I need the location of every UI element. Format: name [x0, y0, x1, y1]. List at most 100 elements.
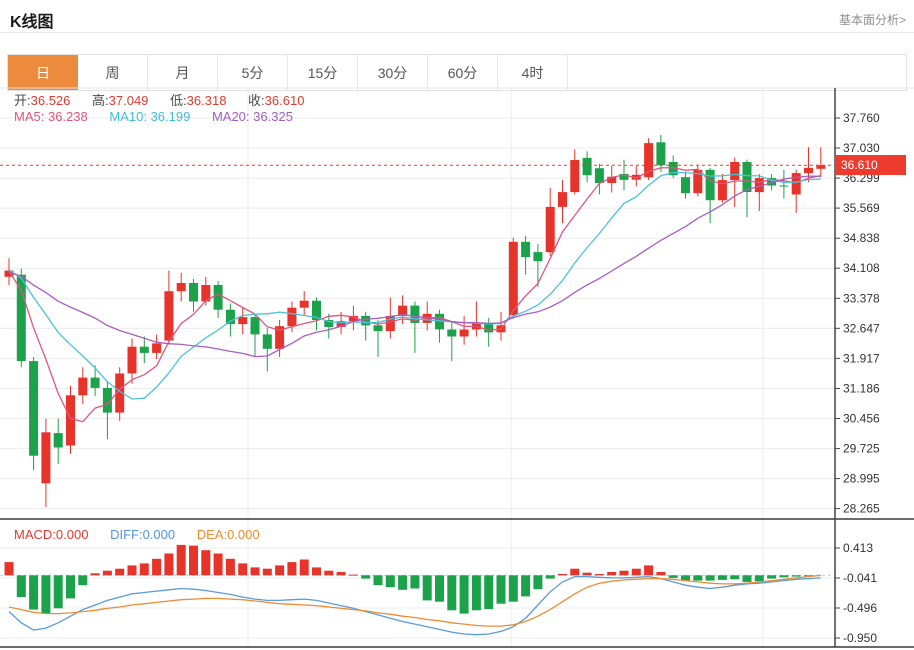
candle-body	[656, 142, 666, 166]
candle-body	[29, 361, 39, 456]
candle-body	[336, 321, 346, 327]
candle-body	[66, 395, 75, 446]
macd-bar	[164, 553, 174, 576]
macd-bar	[570, 568, 580, 576]
candle-body	[533, 252, 543, 262]
svg-text:-0.496: -0.496	[843, 601, 877, 615]
macd-bar	[804, 575, 813, 577]
high-value: 37.049	[108, 93, 149, 108]
macd-bar	[508, 575, 518, 602]
candle-body	[164, 291, 174, 341]
fundamental-analysis-link[interactable]: 基本面分析>	[838, 13, 906, 27]
macd-bar	[459, 575, 469, 614]
macd-bar	[250, 567, 260, 576]
dea-value: 0.000	[227, 527, 260, 542]
tab-week[interactable]: 周	[78, 55, 148, 90]
ohlc-legend: 开:36.526 高:37.049 低:36.318 收:36.610	[14, 90, 322, 109]
svg-text:31.917: 31.917	[843, 351, 880, 365]
candle-body	[324, 320, 334, 327]
candle-body	[189, 283, 198, 302]
macd-bar	[53, 575, 63, 609]
macd-histogram	[4, 544, 813, 614]
svg-text:34.838: 34.838	[843, 231, 880, 245]
candle-body	[225, 309, 235, 325]
candle-body	[484, 322, 494, 333]
svg-text:31.186: 31.186	[843, 382, 880, 396]
svg-text:-0.950: -0.950	[843, 631, 877, 645]
candle-body	[373, 325, 383, 332]
diff-value: 0.000	[142, 527, 176, 542]
candle-body	[53, 433, 63, 448]
candle-body	[582, 157, 592, 176]
tab-60min[interactable]: 60分	[428, 55, 498, 90]
candle-body	[816, 165, 826, 169]
macd-bar	[373, 575, 383, 586]
tab-4hour[interactable]: 4时	[498, 55, 568, 90]
high-label: 高:	[92, 93, 109, 108]
candle-body	[705, 169, 715, 201]
macd-bar	[693, 575, 703, 581]
tab-15min[interactable]: 15分	[288, 55, 358, 90]
candle-body	[619, 174, 629, 180]
svg-text:30.456: 30.456	[843, 412, 880, 426]
candle-body	[804, 167, 813, 174]
candle-body	[78, 377, 88, 396]
macd-bar	[717, 575, 727, 580]
candle-body	[176, 283, 186, 292]
macd-bar	[398, 575, 408, 590]
macd-bar	[558, 574, 567, 576]
svg-text:29.725: 29.725	[843, 442, 880, 456]
macd-bar	[29, 575, 39, 610]
macd-bar	[262, 568, 272, 576]
macd-bar	[16, 575, 26, 598]
candle-body	[115, 373, 125, 413]
macd-bar	[681, 575, 690, 581]
macd-bar	[238, 563, 248, 576]
close-value: 36.610	[264, 93, 305, 108]
ma10-line	[8, 171, 821, 400]
candle-body	[238, 317, 248, 325]
candle-body	[361, 315, 371, 326]
macd-bar	[435, 575, 444, 602]
svg-text:37.760: 37.760	[843, 111, 880, 125]
tab-5min[interactable]: 5分	[218, 55, 288, 90]
candle-body	[717, 180, 727, 201]
macd-bar	[496, 575, 506, 604]
candle-body	[558, 192, 567, 207]
panel-borders	[0, 87, 914, 648]
candle-body	[201, 285, 211, 302]
candle-body	[644, 143, 654, 178]
candle-body	[681, 177, 690, 194]
macd-bar	[521, 575, 531, 597]
candle-body	[152, 343, 162, 353]
macd-bar	[225, 558, 235, 576]
diff-line	[8, 575, 821, 636]
tab-30min[interactable]: 30分	[358, 55, 428, 90]
macd-bar	[705, 575, 715, 581]
svg-text:35.569: 35.569	[843, 201, 880, 215]
macd-bar	[668, 575, 678, 578]
svg-text:33.378: 33.378	[843, 291, 880, 305]
macd-bar	[115, 568, 125, 576]
macd-bar	[127, 565, 137, 576]
open-label: 开:	[14, 93, 31, 108]
macd-bar	[102, 570, 112, 576]
ma20-label: MA20:	[211, 109, 250, 124]
candle-body	[545, 206, 555, 253]
candle-body	[779, 185, 789, 187]
candles-group	[4, 134, 826, 508]
macd-bar	[791, 575, 801, 577]
low-value: 36.318	[186, 93, 227, 108]
tab-month[interactable]: 月	[148, 55, 218, 90]
macd-bar	[779, 575, 789, 578]
candle-body	[570, 160, 580, 193]
candle-body	[668, 162, 678, 176]
macd-bar	[594, 574, 604, 576]
tab-day[interactable]: 日	[8, 55, 78, 90]
macd-bar	[176, 544, 186, 576]
macd-bar	[471, 575, 481, 611]
candle-body	[287, 307, 297, 327]
macd-bar	[619, 570, 629, 576]
dea-label: DEA:	[196, 527, 228, 542]
